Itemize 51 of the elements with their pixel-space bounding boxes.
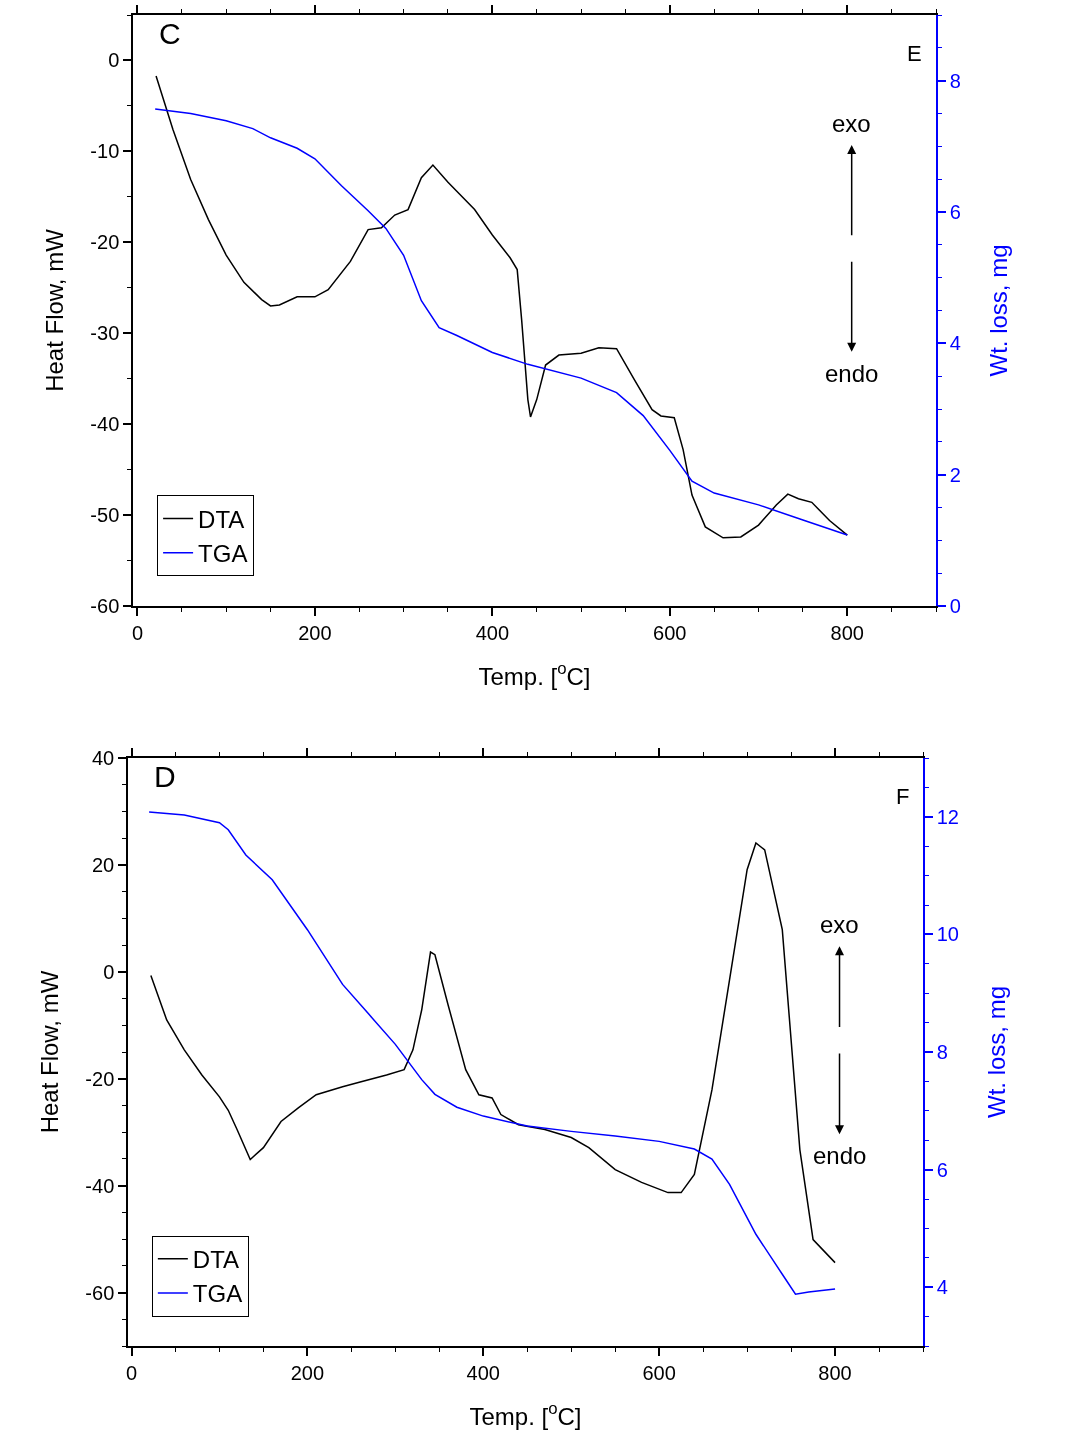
x-tick-label: 200: [290, 1361, 325, 1384]
y-axis-title: Heat Flow, mW: [40, 228, 68, 392]
y-tick-label: 0: [108, 49, 120, 72]
y-tick-label: 40: [92, 747, 115, 769]
y-tick-label: -60: [90, 595, 120, 617]
x-tick-label: 400: [466, 1361, 500, 1384]
x-tick-label: 600: [653, 621, 687, 644]
annotation: exo: [832, 110, 871, 137]
y2-axis-title: Wt. loss, mg: [982, 985, 1010, 1119]
y-tick-label: -40: [85, 1174, 115, 1197]
y2-tick-label: 2: [949, 463, 961, 486]
y-tick-label: -60: [85, 1281, 115, 1304]
y2-tick-label: 8: [949, 69, 961, 92]
y2-tick-label: 10: [936, 923, 959, 946]
x-tick-label: 200: [298, 621, 332, 644]
x-tick-label: 600: [642, 1361, 676, 1384]
annotation: F: [896, 784, 910, 809]
annotation: C: [159, 17, 181, 50]
annotation: endo: [825, 360, 879, 387]
legend-label: DTA: [198, 505, 245, 533]
y2-tick-label: 4: [936, 1276, 948, 1299]
x-tick-label: 400: [475, 621, 510, 644]
annotation: D: [154, 760, 176, 793]
y-tick-label: -20: [90, 231, 120, 254]
y2-tick-label: 12: [936, 805, 959, 828]
y-axis-title: Heat Flow, mW: [35, 970, 63, 1134]
y2-tick-label: 6: [936, 1158, 948, 1181]
annotation: endo: [813, 1142, 867, 1169]
y-tick-label: -20: [85, 1067, 115, 1090]
y-tick-label: 20: [92, 853, 115, 876]
y-tick-label: -10: [90, 140, 120, 163]
y-tick-label: 0: [103, 960, 115, 983]
x-tick-label: 0: [125, 1361, 138, 1384]
y2-tick-label: 0: [949, 595, 961, 617]
y2-tick-label: 6: [949, 201, 961, 223]
x-axis-title: Temp. [$^{o}$C]: [478, 659, 591, 690]
x-tick-label: 0: [131, 621, 143, 644]
y-tick-label: -40: [90, 413, 120, 436]
legend-label: DTA: [192, 1246, 240, 1274]
legend-label: TGA: [192, 1280, 243, 1308]
y-tick-label: -50: [90, 504, 120, 527]
x-axis-title: Temp. [$^{o}$C]: [469, 1399, 582, 1430]
y2-tick-label: 8: [936, 1041, 948, 1063]
x-tick-label: 800: [830, 621, 864, 644]
y-tick-label: -30: [90, 322, 120, 345]
legend-label: TGA: [198, 540, 248, 568]
x-tick-label: 800: [818, 1361, 852, 1384]
annotation: exo: [820, 911, 859, 938]
y2-tick-label: 4: [949, 332, 961, 355]
annotation: E: [907, 41, 922, 66]
y2-axis-title: Wt. loss, mg: [984, 244, 1012, 377]
